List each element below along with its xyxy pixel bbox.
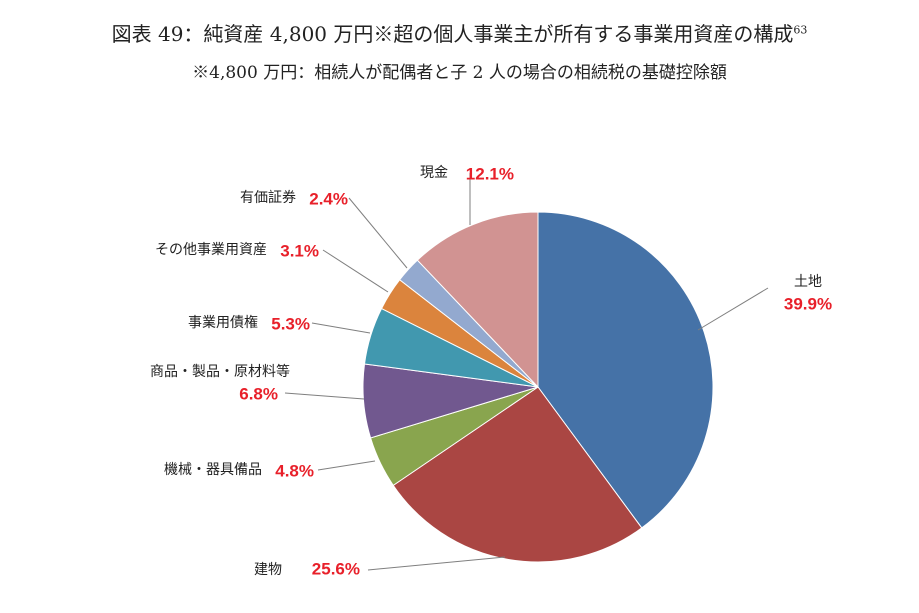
chart-title-text: 図表 49：純資産 4,800 万円※超の個人事業主が所有する事業用資産の構成: [111, 22, 794, 46]
slice-percent-7: 2.4%: [309, 189, 348, 208]
leader-line-2: [367, 556, 506, 571]
leader-line-3: [317, 460, 376, 471]
slice-percent-3: 4.8%: [275, 461, 314, 480]
leader-line-7: [348, 197, 408, 269]
slice-label-7: 有価証券: [240, 190, 296, 206]
pie-slice-1: [537, 211, 714, 529]
slice-label-1: 土地: [794, 274, 822, 290]
pie-slice-8: [416, 211, 539, 389]
slice-label-6: その他事業用資産: [155, 242, 267, 258]
leader-line-4: [284, 392, 365, 400]
chart-subtitle: ※4,800 万円：相続人が配偶者と子 2 人の場合の相続税の基礎控除額: [192, 63, 727, 83]
slice-label-2: 建物: [254, 562, 282, 578]
leader-line-6: [322, 249, 389, 293]
slice-label-5: 事業用債権: [188, 314, 258, 331]
pie-slices: [362, 211, 714, 563]
slice-percent-4: 6.8%: [239, 384, 278, 403]
slice-label-4: 商品・製品・原材料等: [150, 363, 290, 380]
slice-percent-2: 25.6%: [312, 559, 360, 578]
slice-percent-8: 12.1%: [466, 164, 514, 183]
chart-title: 図表 49：純資産 4,800 万円※超の個人事業主が所有する事業用資産の構成6…: [0, 18, 919, 47]
leader-line-1: [697, 287, 769, 331]
slice-percent-5: 5.3%: [271, 314, 310, 333]
slice-label-8: 現金: [420, 165, 448, 181]
leader-line-5: [311, 322, 371, 334]
slice-labels: 土地 39.9% 建物 25.6% 機械・器具備品 4.8% 商品・製品・原材料等 6.8% 事…: [150, 164, 832, 578]
slice-percent-1: 39.9%: [784, 294, 832, 313]
footnote-ref: 63: [793, 23, 808, 37]
slice-percent-6: 3.1%: [280, 241, 319, 260]
slice-label-3: 機械・器具備品: [164, 462, 262, 478]
leader-lines: [284, 173, 769, 571]
pie-slice-2: [392, 386, 643, 563]
